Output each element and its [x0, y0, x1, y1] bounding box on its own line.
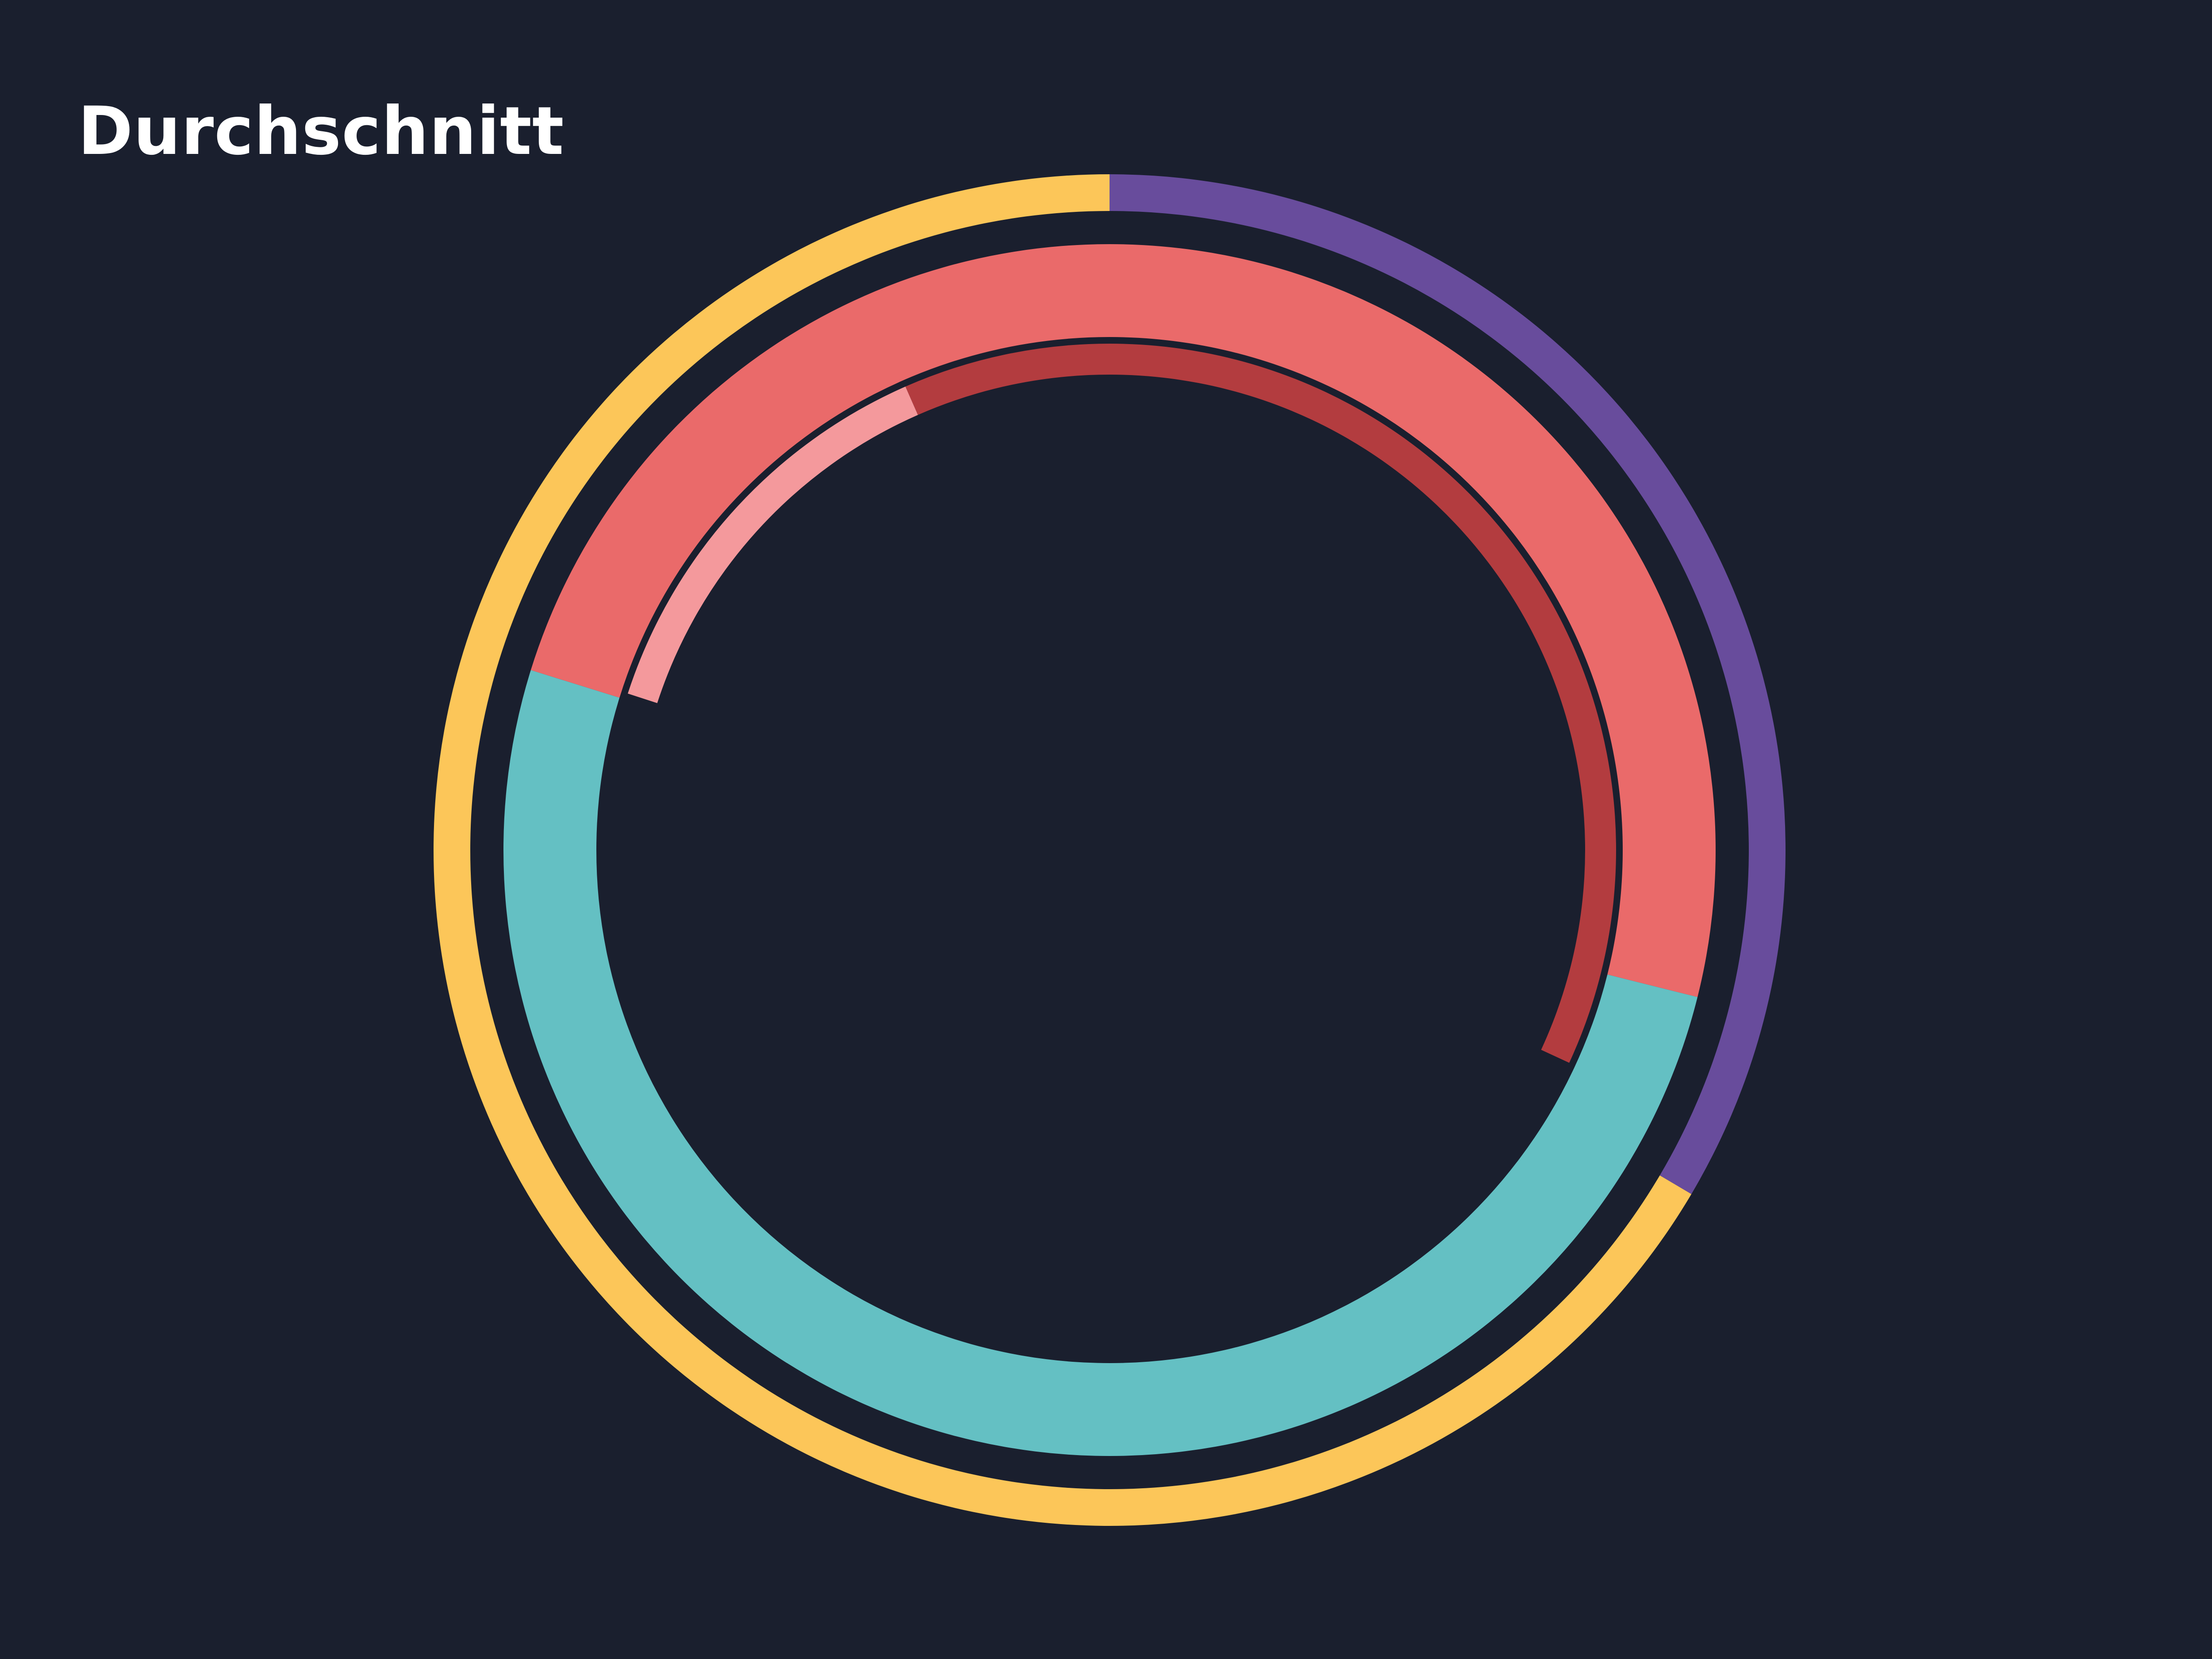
ring-3-slice-4[interactable] [905, 344, 1110, 415]
ring-1-slice-1[interactable] [1110, 174, 1786, 1194]
ring-2-slice-3[interactable] [530, 244, 1110, 698]
ring-3-slice-3[interactable] [628, 387, 918, 703]
chart-title: Durchschnitt [78, 93, 565, 170]
ring-2-slice-1[interactable] [1110, 244, 1716, 997]
ring-1-slice-2[interactable] [433, 174, 1692, 1526]
ring-3-slice-1[interactable] [1110, 344, 1616, 1063]
